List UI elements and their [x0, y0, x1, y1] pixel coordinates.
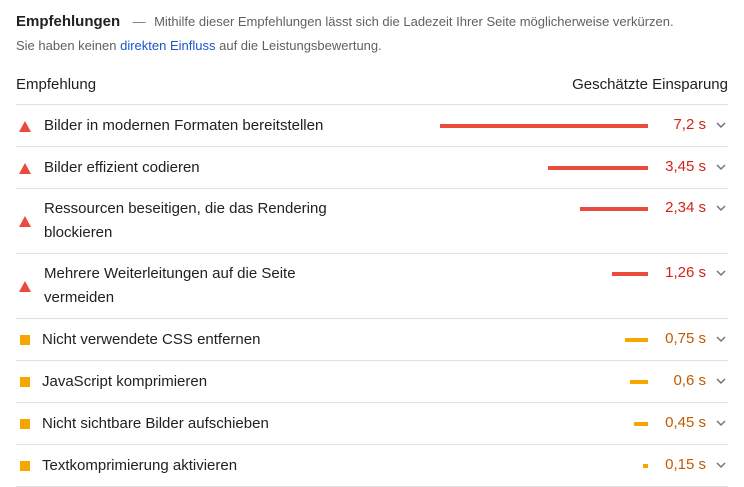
- chevron-down-icon[interactable]: [716, 335, 726, 346]
- savings-bar: [625, 337, 648, 342]
- savings-value: 7,2 s: [673, 115, 706, 133]
- savings-bar: [634, 421, 648, 426]
- chevron-down-icon[interactable]: [716, 205, 726, 215]
- column-header-recommendation: Empfehlung: [16, 76, 97, 93]
- opportunity-row[interactable]: Mehrere Weiterleitungen auf die Seite ve…: [16, 254, 728, 319]
- savings-value: 1,26 s: [665, 264, 706, 281]
- savings-value: 3,45 s: [665, 157, 706, 175]
- opportunity-row[interactable]: Bilder in modernen Formaten bereitstelle…: [16, 105, 728, 147]
- warning-triangle-icon: [19, 120, 31, 132]
- average-square-icon: [20, 376, 30, 387]
- savings-value: 0,6 s: [673, 371, 706, 389]
- warning-triangle-icon: [19, 162, 31, 174]
- opportunity-row[interactable]: Textkomprimierung aktivieren 0,15 s: [16, 445, 728, 487]
- average-square-icon: [20, 418, 30, 429]
- chevron-down-icon[interactable]: [716, 377, 726, 388]
- warning-triangle-icon: [19, 281, 31, 292]
- opportunity-label: Bilder effizient codieren: [44, 158, 200, 176]
- opportunity-label: Textkomprimierung aktivieren: [42, 456, 238, 474]
- chevron-down-icon[interactable]: [716, 270, 726, 280]
- savings-value: 0,45 s: [665, 413, 706, 431]
- chevron-down-icon[interactable]: [716, 163, 726, 174]
- opportunity-row[interactable]: Ressourcen beseitigen, die das Rendering…: [16, 189, 728, 254]
- savings-value: 0,15 s: [665, 455, 706, 473]
- section-title: Empfehlungen: [16, 13, 121, 30]
- opportunity-list: Bilder in modernen Formaten bereitstelle…: [16, 104, 728, 487]
- opportunity-row[interactable]: Nicht verwendete CSS entfernen 0,75 s: [16, 319, 728, 361]
- score-note-post: auf die Leistungsbewertung.: [219, 38, 382, 53]
- column-header: Empfehlung Geschätzte Einsparung: [16, 74, 728, 96]
- savings-bar: [612, 272, 648, 276]
- direct-influence-link[interactable]: direkten Einfluss: [120, 38, 216, 53]
- opportunity-label: Mehrere Weiterleitungen auf die Seite ve…: [44, 265, 296, 306]
- savings-bar: [440, 123, 648, 128]
- savings-bar: [548, 165, 648, 170]
- opportunity-label: Ressourcen beseitigen, die das Rendering…: [44, 200, 327, 241]
- chevron-down-icon[interactable]: [716, 419, 726, 430]
- savings-bar: [630, 379, 648, 384]
- opportunity-row[interactable]: JavaScript komprimieren 0,6 s: [16, 361, 728, 403]
- savings-bar: [580, 207, 648, 211]
- section-header: Empfehlungen — Mithilfe dieser Empfehlun…: [16, 10, 728, 58]
- opportunity-label: Nicht sichtbare Bilder aufschieben: [42, 414, 269, 432]
- warning-triangle-icon: [19, 216, 31, 227]
- title-separator: —: [132, 14, 146, 29]
- chevron-down-icon[interactable]: [716, 461, 726, 472]
- savings-value: 0,75 s: [665, 329, 706, 347]
- average-square-icon: [20, 460, 30, 471]
- score-note-pre: Sie haben keinen: [16, 38, 117, 53]
- section-description: Mithilfe dieser Empfehlungen lässt sich …: [154, 14, 674, 29]
- column-header-savings: Geschätzte Einsparung: [572, 76, 728, 93]
- score-note: Sie haben keinen direkten Einfluss auf d…: [16, 34, 728, 58]
- opportunity-label: JavaScript komprimieren: [42, 372, 208, 390]
- savings-value: 2,34 s: [665, 199, 706, 216]
- savings-bar: [643, 463, 648, 468]
- opportunity-label: Bilder in modernen Formaten bereitstelle…: [44, 116, 324, 134]
- average-square-icon: [20, 334, 30, 345]
- opportunity-row[interactable]: Bilder effizient codieren 3,45 s: [16, 147, 728, 189]
- opportunity-row[interactable]: Nicht sichtbare Bilder aufschieben 0,45 s: [16, 403, 728, 445]
- opportunity-label: Nicht verwendete CSS entfernen: [42, 330, 261, 348]
- chevron-down-icon[interactable]: [716, 121, 726, 132]
